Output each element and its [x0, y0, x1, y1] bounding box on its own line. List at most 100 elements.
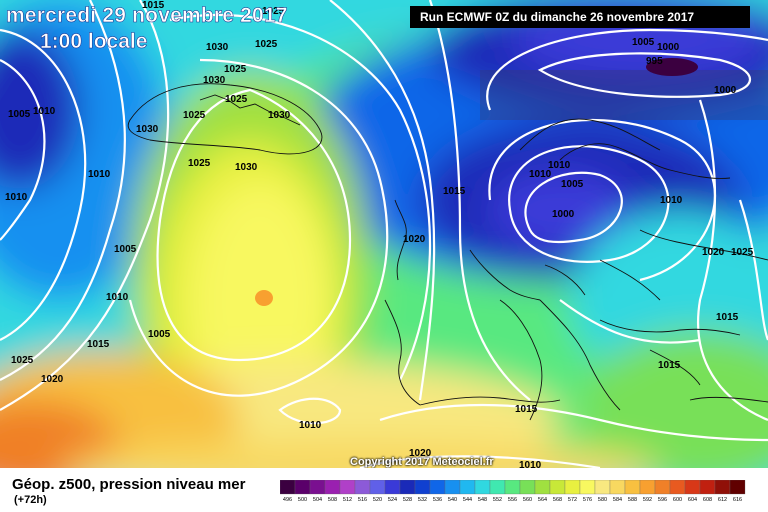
- legend-tick-label: 528: [403, 497, 412, 502]
- pressure-label: 1030: [203, 75, 226, 86]
- legend-tick-label: 608: [703, 497, 712, 502]
- pressure-label: 1010: [529, 169, 552, 180]
- legend-swatch: [639, 480, 656, 495]
- pressure-label: 1010: [5, 192, 28, 203]
- legend-tick-label: 588: [628, 497, 637, 502]
- pressure-label: 1025: [183, 110, 206, 121]
- pressure-label: 1025: [262, 6, 285, 17]
- pressure-label: 1010: [33, 106, 56, 117]
- pressure-label: 1030: [235, 162, 258, 173]
- color-scale-legend: 496 500 504 508 512 516 520 524 528 532 536 540 544 5…: [280, 480, 746, 502]
- map-footer: Géop. z500, pression niveau mer (+72h) 4…: [0, 468, 768, 512]
- legend-swatch: [429, 480, 446, 495]
- pressure-label: 1005: [632, 37, 655, 48]
- legend-tick-label: 556: [508, 497, 517, 502]
- coastlines: [127, 83, 768, 421]
- legend-swatch: [609, 480, 626, 495]
- legend-tick-label: 504: [313, 497, 322, 502]
- legend-swatch: [684, 480, 701, 495]
- pressure-label: 1020: [41, 374, 64, 385]
- legend-tick-label: 544: [463, 497, 472, 502]
- legend-tick-label: 512: [343, 497, 352, 502]
- legend-swatch: [549, 480, 566, 495]
- pressure-label: 1000: [657, 42, 680, 53]
- legend-swatch: [414, 480, 431, 495]
- legend-tick-label: 616: [733, 497, 742, 502]
- legend-tick-label: 604: [688, 497, 697, 502]
- legend-swatch: [729, 480, 746, 495]
- pressure-label: 1025: [224, 64, 247, 75]
- pressure-label: 1010: [519, 460, 542, 468]
- legend-swatch: [534, 480, 551, 495]
- legend-swatch: [339, 480, 356, 495]
- legend-swatch: [519, 480, 536, 495]
- pressure-label: 1020: [403, 234, 426, 245]
- legend-tick-label: 560: [523, 497, 532, 502]
- pressure-label: 1015: [716, 312, 739, 323]
- pressure-label: 1025: [731, 247, 754, 258]
- legend-tick-label: 572: [568, 497, 577, 502]
- valid-date-title: mercredi 29 novembre 2017: [6, 4, 288, 28]
- legend-swatch: [384, 480, 401, 495]
- pressure-label: 1000: [552, 209, 575, 220]
- pressure-label: 1015: [142, 0, 165, 11]
- pressure-label: 1030: [268, 110, 291, 121]
- pressure-label: 1010: [548, 160, 571, 171]
- legend-swatch: [579, 480, 596, 495]
- pressure-label: 1005: [114, 244, 137, 255]
- legend-tick-label: 612: [718, 497, 727, 502]
- legend-swatch: [324, 480, 341, 495]
- copyright-notice: Copyright 2017 Meteociel.fr: [350, 456, 494, 468]
- legend-swatch: [309, 480, 326, 495]
- pressure-label: 1020: [409, 448, 432, 459]
- legend-tick-label: 532: [418, 497, 427, 502]
- pressure-isobars: [0, 0, 768, 468]
- pressure-label: 1025: [225, 94, 248, 105]
- pressure-label: 1010: [660, 195, 683, 206]
- legend-swatch: [280, 480, 296, 495]
- pressure-label: 1000: [714, 85, 737, 96]
- legend-tick-label: 552: [493, 497, 502, 502]
- legend-tick-label: 500: [298, 497, 307, 502]
- legend-swatch: [474, 480, 491, 495]
- pressure-label: 1030: [206, 42, 229, 53]
- legend-swatch: [459, 480, 476, 495]
- legend-swatch: [714, 480, 731, 495]
- legend-swatch: [504, 480, 521, 495]
- legend-swatch: [624, 480, 641, 495]
- legend-swatch: [354, 480, 371, 495]
- pressure-label: 1015: [87, 339, 110, 350]
- legend-tick-label: 568: [553, 497, 562, 502]
- legend-swatch: [294, 480, 311, 495]
- pressure-label: 1030: [136, 124, 159, 135]
- pressure-label: 1015: [515, 404, 538, 415]
- legend-swatch: [399, 480, 416, 495]
- pressure-label: 1010: [106, 292, 129, 303]
- weather-map: 1025 1015 1030 1025 1030 1025 1025 1030 …: [0, 0, 768, 468]
- pressure-label-layer: 1025 1015 1030 1025 1030 1025 1025 1030 …: [5, 0, 754, 468]
- legend-tick-label: 516: [358, 497, 367, 502]
- legend-tick-label: 600: [673, 497, 682, 502]
- legend-swatch: [489, 480, 506, 495]
- pressure-label: 1010: [299, 420, 322, 431]
- legend-swatch: [369, 480, 386, 495]
- legend-tick-label: 520: [373, 497, 382, 502]
- legend-swatch: [594, 480, 611, 495]
- legend-swatch: [564, 480, 581, 495]
- pressure-label: 1025: [11, 355, 34, 366]
- legend-tick-label: 548: [478, 497, 487, 502]
- pressure-label: 1005: [561, 179, 584, 190]
- pressure-label: 1005: [148, 329, 171, 340]
- legend-tick-label: 564: [538, 497, 547, 502]
- legend-tick-label: 596: [658, 497, 667, 502]
- pressure-label: 1015: [658, 360, 681, 371]
- legend-swatch: [699, 480, 716, 495]
- pressure-label: 1025: [255, 39, 278, 50]
- legend-tick-label: 576: [583, 497, 592, 502]
- legend-tick-label: 496: [283, 497, 292, 502]
- model-run-label: Run ECMWF 0Z du dimanche 26 novembre 201…: [410, 6, 750, 28]
- local-min-marker: [255, 58, 698, 306]
- map-canvas: 1025 1015 1030 1025 1030 1025 1025 1030 …: [0, 0, 768, 468]
- legend-tick-label: 584: [613, 497, 622, 502]
- legend-tick-label: 580: [598, 497, 607, 502]
